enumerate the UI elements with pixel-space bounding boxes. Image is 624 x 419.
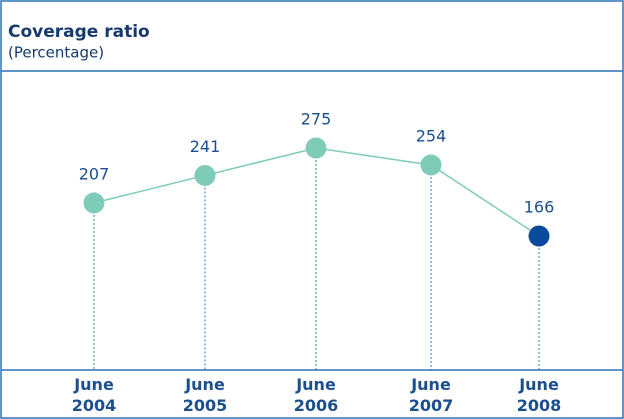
data-point [305, 137, 327, 159]
x-tick-label: June 2007 [409, 375, 454, 415]
data-label: 241 [190, 137, 221, 156]
data-point [420, 154, 442, 176]
x-tick-label: June 2008 [517, 375, 562, 415]
data-point [194, 164, 216, 186]
x-tick-label: June 2006 [294, 375, 339, 415]
data-label: 275 [301, 110, 332, 129]
chart-subtitle: (Percentage) [8, 44, 104, 62]
data-point [83, 192, 105, 214]
x-tick-label: June 2005 [183, 375, 228, 415]
data-label: 166 [524, 198, 555, 217]
chart-title: Coverage ratio [8, 22, 150, 42]
data-point [528, 225, 550, 247]
data-label: 207 [79, 164, 110, 183]
x-tick-label: June 2004 [72, 375, 117, 415]
data-label: 254 [416, 126, 447, 145]
